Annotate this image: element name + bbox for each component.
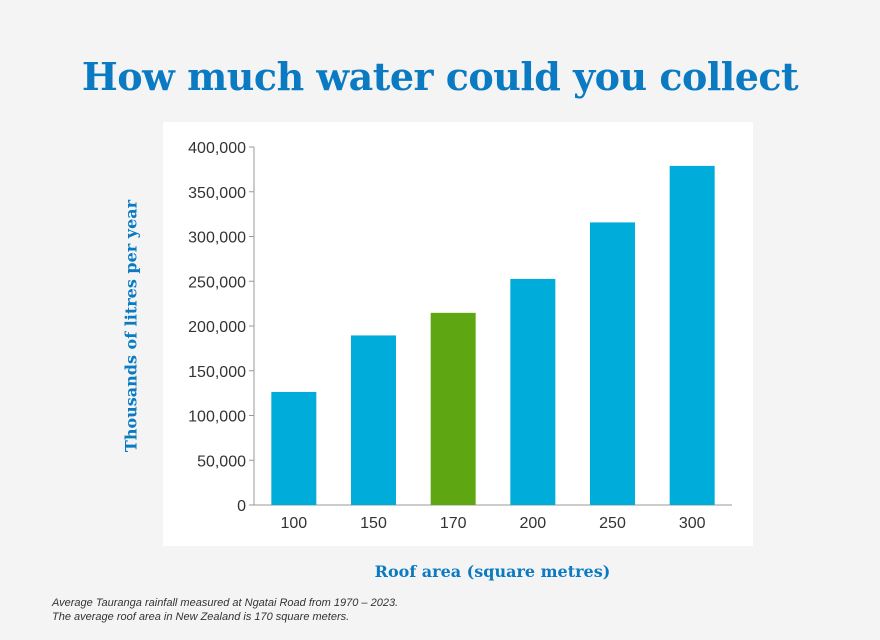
y-tick-label: 150,000: [188, 364, 246, 381]
bar-170: [430, 312, 476, 505]
y-tick-label: 300,000: [188, 230, 246, 247]
y-tick-label: 400,000: [188, 140, 246, 157]
x-tick-label: 200: [519, 515, 546, 532]
x-tick-label: 150: [360, 515, 387, 532]
y-axis-label: Thousands of litres per year: [121, 199, 141, 453]
y-tick-label: 250,000: [188, 274, 246, 291]
x-tick-label: 170: [440, 515, 467, 532]
x-axis-label: Roof area (square metres): [374, 562, 611, 581]
bar-150: [351, 335, 396, 505]
y-tick-label: 0: [237, 498, 246, 515]
x-tick-label: 300: [679, 515, 706, 532]
y-tick-label: 200,000: [188, 319, 246, 336]
footnote-roof-area: The average roof area in New Zealand is …: [52, 611, 350, 623]
x-tick-label: 250: [599, 515, 626, 532]
y-tick-label: 100,000: [188, 409, 246, 426]
bar-100: [271, 391, 317, 505]
x-tick-label: 100: [280, 515, 307, 532]
bar-200: [510, 278, 556, 505]
bar-300: [669, 165, 715, 505]
y-tick-label: 50,000: [197, 453, 246, 470]
bar-250: [590, 222, 635, 505]
footnote-rainfall: Average Tauranga rainfall measured at Ng…: [52, 597, 399, 609]
y-tick-label: 350,000: [188, 185, 246, 202]
chart-title: How much water could you collect: [81, 54, 799, 99]
